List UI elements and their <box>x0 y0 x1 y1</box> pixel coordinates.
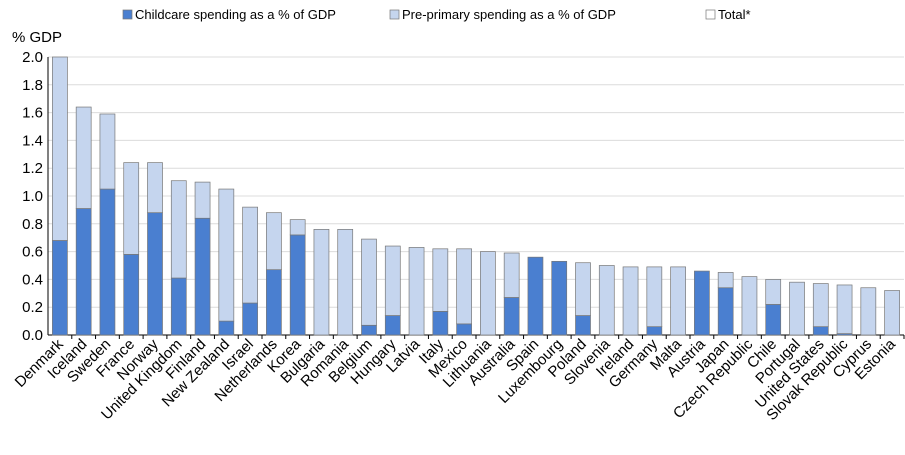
bar <box>789 281 805 336</box>
bar <box>622 266 639 336</box>
bar <box>503 252 520 298</box>
bar <box>242 206 258 304</box>
bar <box>598 265 615 336</box>
bar <box>361 324 377 336</box>
legend-label: Childcare spending as a % of GDP <box>135 7 336 22</box>
bar <box>527 256 544 336</box>
legend-swatch <box>389 9 400 20</box>
y-tick-label: 1.4 <box>22 132 43 149</box>
bar <box>266 269 282 336</box>
bar <box>646 326 663 336</box>
bar <box>123 162 140 255</box>
bar <box>52 56 68 241</box>
bar <box>384 245 401 316</box>
bar <box>147 162 163 214</box>
bar <box>551 260 568 336</box>
legend-label: Pre-primary spending as a % of GDP <box>402 7 616 22</box>
y-tick-label: 1.2 <box>22 160 43 177</box>
bar <box>836 284 853 334</box>
bar <box>717 272 734 289</box>
bar <box>575 315 591 336</box>
bar <box>765 304 782 336</box>
bar <box>99 188 116 336</box>
y-tick-label: 1.6 <box>22 105 43 122</box>
bar <box>289 234 306 336</box>
bar <box>456 248 472 325</box>
bar <box>242 302 258 336</box>
bar <box>123 254 140 336</box>
y-tick-label: 0.0 <box>22 327 43 344</box>
bar <box>170 277 187 336</box>
bar <box>741 276 758 336</box>
bar <box>194 217 211 336</box>
bar <box>361 238 377 326</box>
bar <box>432 248 449 312</box>
bar <box>694 270 710 336</box>
bar <box>266 212 282 271</box>
legend-swatch <box>122 9 133 20</box>
bar <box>812 326 829 336</box>
y-tick-label: 0.4 <box>22 271 43 288</box>
bar <box>646 266 663 328</box>
y-tick-label: 0.2 <box>22 299 43 316</box>
bar <box>218 188 235 322</box>
bar <box>75 106 92 209</box>
bar <box>812 283 829 328</box>
bar <box>170 180 187 279</box>
y-tick-label: 0.8 <box>22 216 43 233</box>
bar <box>503 297 520 336</box>
bar <box>860 287 877 336</box>
bar <box>218 320 235 336</box>
bar <box>52 240 68 336</box>
bar <box>670 266 686 336</box>
bar <box>99 113 116 190</box>
legend-swatch <box>705 9 716 20</box>
bar <box>884 290 900 336</box>
y-tick-label: 0.6 <box>22 244 43 261</box>
y-axis-label: % GDP <box>12 29 62 46</box>
bar <box>147 212 163 336</box>
bar <box>408 247 425 336</box>
bar <box>384 315 401 336</box>
bar <box>313 229 330 336</box>
bar <box>289 219 306 236</box>
bar <box>75 208 92 336</box>
y-tick-label: 1.8 <box>22 77 43 94</box>
bar <box>432 311 449 336</box>
bar <box>575 262 591 316</box>
y-tick-label: 2.0 <box>22 49 43 66</box>
bar <box>194 181 211 219</box>
bar <box>456 323 472 336</box>
bar <box>337 229 354 336</box>
legend-label: Total* <box>718 7 751 22</box>
bar <box>765 279 782 305</box>
bar <box>480 251 496 336</box>
y-tick-label: 1.0 <box>22 188 43 205</box>
bar <box>717 287 734 336</box>
